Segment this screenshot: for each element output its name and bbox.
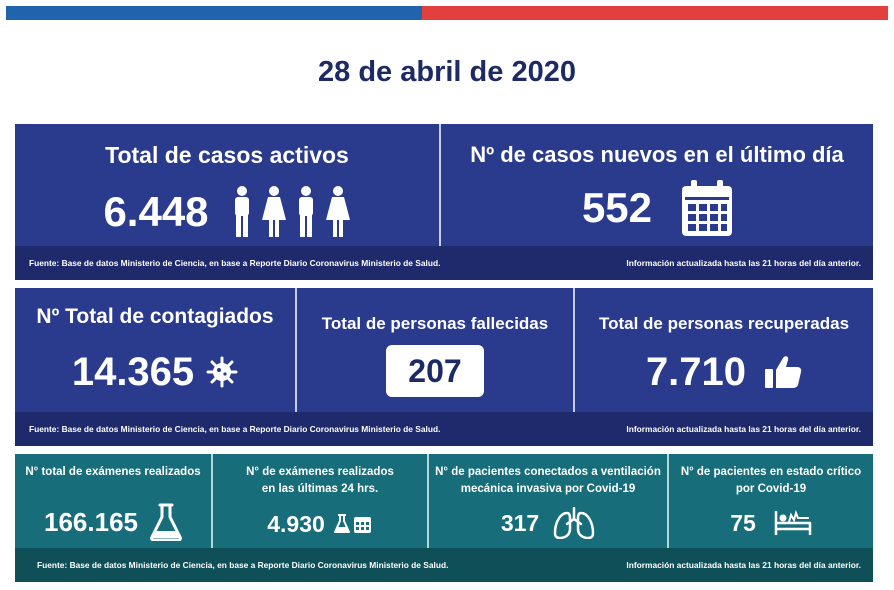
top-divider [439, 124, 441, 246]
thumbs-up-icon [764, 355, 802, 389]
flask-icon [150, 503, 182, 541]
people-icon [231, 186, 351, 238]
total-infected-label: Nº Total de contagiados [36, 305, 274, 328]
total-infected-card: Nº Total de contagiados 14.365 [15, 288, 295, 412]
middle-panel: Nº Total de contagiados 14.365 Total de … [15, 288, 873, 446]
bottom-divider-3 [667, 454, 669, 548]
exams-card: N° total de exámenes realizados 166.165 [15, 454, 211, 548]
active-cases-label: Total de casos activos [105, 142, 349, 168]
calendar-icon [682, 180, 733, 236]
exams-label: N° total de exámenes realizados [25, 466, 201, 478]
active-cases-card: Total de casos activos 6.448 [15, 124, 439, 246]
middle-footer: Fuente: Base de datos Ministerio de Cien… [15, 412, 873, 446]
bottom-footer: Fuente: Base de datos Ministerio de Cien… [15, 548, 873, 582]
new-cases-card: Nº de casos nuevos en el último día 552 [441, 124, 873, 246]
ventilation-value: 317 [500, 509, 540, 536]
bottom-divider-1 [211, 454, 213, 548]
header-stripe-blue [6, 6, 422, 20]
exams-24h-label-2: en las últimas 24 hrs. [261, 483, 379, 495]
deaths-value: 207 [408, 352, 462, 389]
virus-icon [206, 356, 238, 388]
ventilation-label-2: mecánica invasiva por Covid-19 [460, 483, 636, 495]
recovered-card: Total de personas recuperadas 7.710 [575, 288, 873, 412]
recovered-value: 7.710 [645, 349, 747, 394]
ventilation-label-1: N° de pacientes conectados a ventilación [435, 466, 661, 478]
top-source-note: Fuente: Base de datos Ministerio de Cien… [29, 258, 441, 268]
hospital-bed-icon [774, 509, 812, 537]
top-panel: Total de casos activos 6.448 Nº de casos… [15, 124, 873, 280]
bottom-source-note: Fuente: Base de datos Ministerio de Cien… [37, 560, 449, 570]
header-stripe-red [422, 6, 888, 20]
ventilation-card: N° de pacientes conectados a ventilación… [429, 454, 667, 548]
critical-label-2: por Covid-19 [735, 483, 807, 495]
top-updated-note: Información actualizada hasta las 21 hor… [626, 258, 861, 268]
top-footer: Fuente: Base de datos Ministerio de Cien… [15, 246, 873, 280]
lungs-icon [553, 507, 595, 539]
total-infected-value: 14.365 [71, 349, 195, 394]
active-cases-value: 6.448 [103, 188, 209, 235]
exams-24h-value: 4.930 [267, 510, 325, 537]
critical-value: 75 [730, 509, 756, 536]
new-cases-label: Nº de casos nuevos en el último día [470, 142, 844, 167]
exams-value: 166.165 [44, 506, 138, 537]
critical-card: N° de pacientes en estado crítico por Co… [669, 454, 873, 548]
new-cases-value: 552 [581, 184, 653, 231]
exams-24h-label-1: N° de exámenes realizados [246, 466, 394, 478]
recovered-label: Total de personas recuperadas [598, 314, 850, 333]
critical-label-1: N° de pacientes en estado crítico [680, 466, 862, 478]
bottom-panel: N° total de exámenes realizados 166.165 … [15, 454, 873, 582]
bottom-divider-2 [427, 454, 429, 548]
bottom-updated-note: Información actualizada hasta las 21 hor… [626, 560, 861, 570]
middle-updated-note: Información actualizada hasta las 21 hor… [626, 424, 861, 434]
exams-24h-card: N° de exámenes realizados en las últimas… [213, 454, 427, 548]
middle-divider-2 [573, 288, 575, 412]
page-title: 28 de abril de 2020 [318, 56, 576, 88]
middle-divider-1 [295, 288, 297, 412]
deaths-card: Total de personas fallecidas 207 [297, 288, 573, 412]
flask-calendar-icon [333, 514, 373, 534]
deaths-label: Total de personas fallecidas [321, 314, 549, 333]
deaths-value-box: 207 [386, 345, 484, 397]
middle-source-note: Fuente: Base de datos Ministerio de Cien… [29, 424, 441, 434]
